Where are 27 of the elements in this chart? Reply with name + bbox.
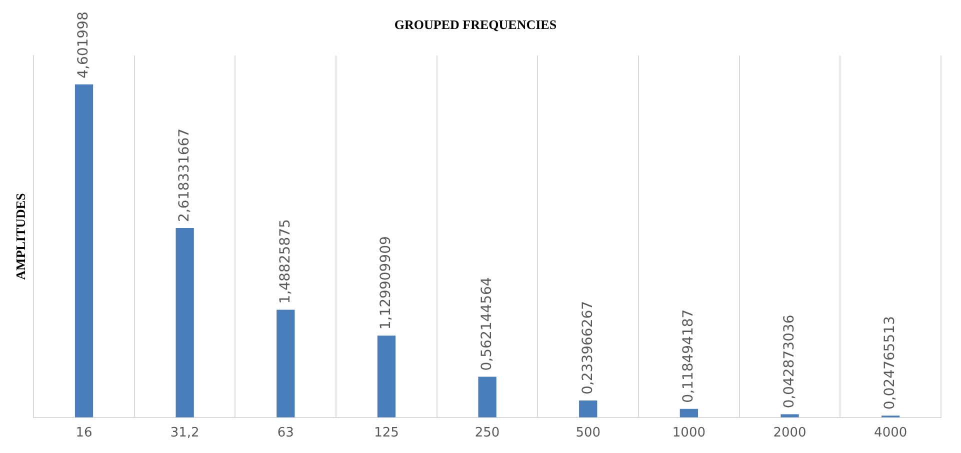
data-label: 0,118494187 — [680, 309, 697, 403]
bar — [176, 228, 194, 418]
bar — [579, 400, 598, 418]
data-label: 0,233966267 — [580, 300, 596, 394]
bar — [478, 376, 496, 418]
x-tick-label: 31,2 — [170, 426, 200, 441]
data-label: 2,618331667 — [176, 128, 192, 222]
bar — [377, 336, 396, 418]
x-tick-label: 250 — [474, 426, 500, 441]
bar — [680, 408, 698, 418]
x-tick-label: 125 — [374, 426, 399, 441]
x-tick-label: 63 — [277, 426, 294, 441]
data-label: 4,601998 — [76, 12, 92, 78]
data-label: 1,48825875 — [277, 219, 294, 304]
bar — [74, 84, 94, 418]
x-tick-label: 4000 — [874, 426, 908, 441]
bar — [276, 310, 295, 418]
x-tick-label: 1000 — [672, 426, 706, 441]
data-label: 0,024765513 — [882, 316, 898, 410]
y-axis-title: AMPLITUDES — [13, 193, 28, 280]
x-tick-label: 2000 — [773, 426, 806, 441]
chart-title: GROUPED FREQUENCIES — [394, 17, 557, 32]
x-tick-label: 500 — [576, 426, 601, 441]
data-label: 0,562144564 — [478, 277, 495, 371]
data-label: 1,129909909 — [378, 236, 394, 330]
data-label: 0,042873036 — [781, 314, 798, 408]
x-tick-label: 16 — [76, 426, 92, 441]
